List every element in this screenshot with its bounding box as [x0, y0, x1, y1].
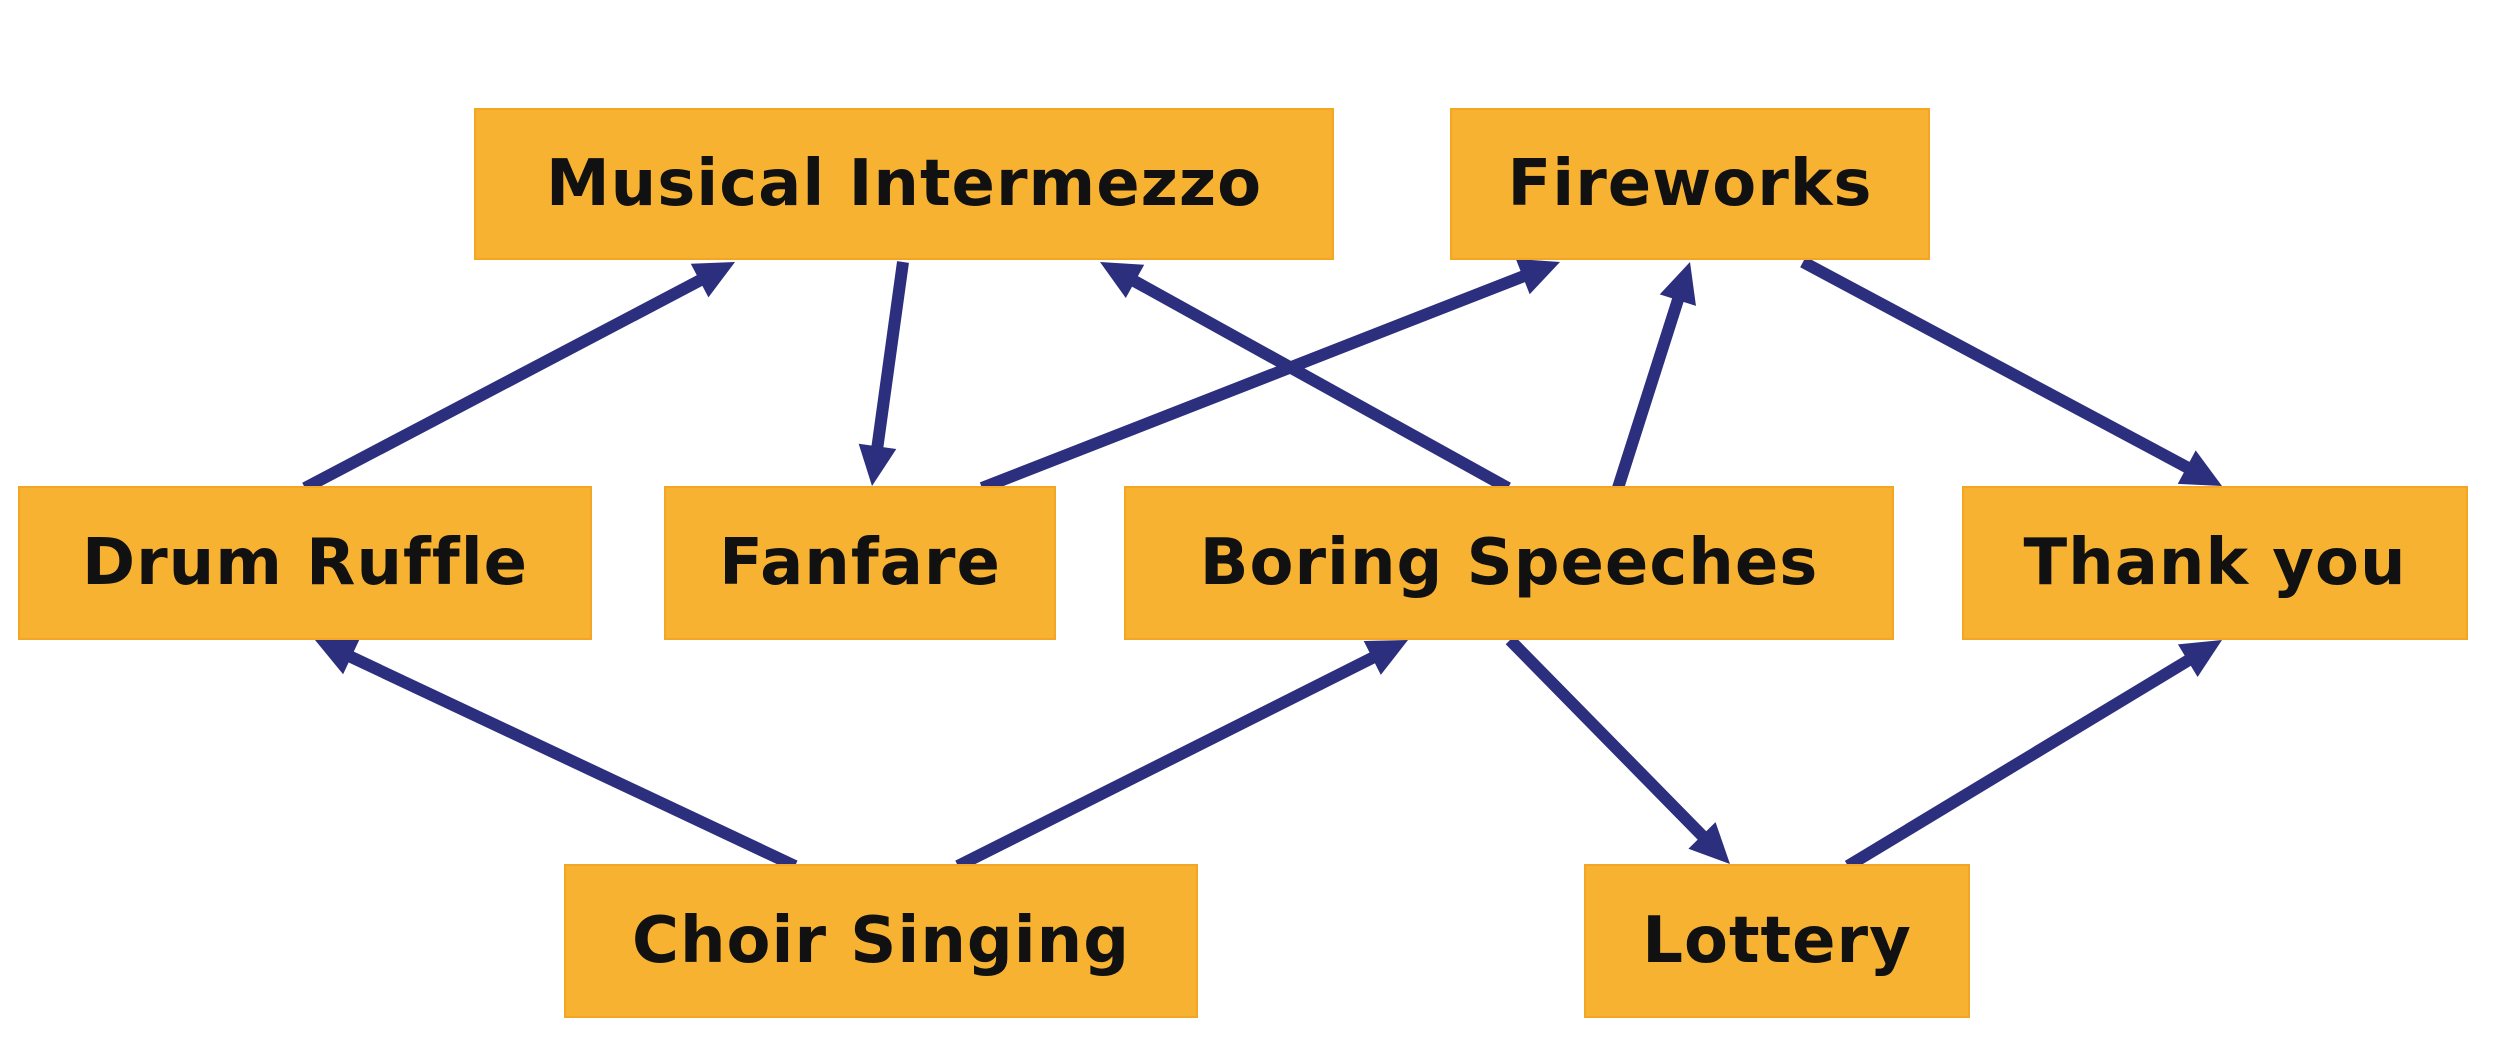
arrow-shaft	[955, 650, 1379, 872]
node-boring-speeches: Boring Speeches	[1124, 486, 1894, 640]
arrow-lottery-to-thank-you	[1844, 640, 2222, 872]
arrow-boring-speeches-to-lottery	[1505, 635, 1730, 864]
arrow-shaft	[302, 273, 706, 494]
arrow-head	[858, 443, 897, 486]
arrow-shaft	[1800, 256, 2194, 475]
arrow-shaft	[979, 269, 1529, 494]
arrow-choir-singing-to-boring-speeches	[955, 640, 1408, 872]
arrow-head	[315, 639, 360, 675]
node-thank-you: Thank you	[1962, 486, 2468, 640]
node-choir-singing: Choir Singing	[564, 864, 1198, 1018]
arrow-shaft	[1612, 294, 1685, 490]
arrow-musical-intermezzo-to-fanfare	[858, 261, 909, 486]
arrow-head	[1688, 822, 1730, 864]
arrow-drum-ruffle-to-musical-intermezzo	[302, 262, 735, 494]
node-fanfare: Fanfare	[664, 486, 1056, 640]
arrow-head	[1515, 258, 1560, 295]
arrow-head	[1363, 640, 1408, 675]
arrow-shaft	[1128, 274, 1511, 494]
arrow-head	[1100, 262, 1145, 299]
node-drum-ruffle: Drum Ruffle	[18, 486, 592, 640]
arrow-head	[1659, 262, 1696, 306]
arrow-head	[2177, 450, 2222, 486]
node-fireworks: Fireworks	[1450, 108, 1930, 260]
arrow-choir-singing-to-drum-ruffle	[315, 639, 798, 872]
arrow-boring-speeches-to-musical-intermezzo	[1100, 262, 1511, 494]
node-musical-intermezzo: Musical Intermezzo	[474, 108, 1334, 260]
arrow-head	[690, 262, 735, 298]
arrow-shaft	[870, 261, 909, 452]
arrow-head	[2177, 640, 2222, 677]
arrow-fireworks-to-thank-you	[1800, 256, 2222, 486]
arrow-shaft	[1844, 653, 2195, 872]
arrow-shaft	[1505, 635, 1710, 843]
arrow-shaft	[345, 649, 798, 872]
node-lottery: Lottery	[1584, 864, 1970, 1018]
arrow-fanfare-to-fireworks	[979, 258, 1560, 494]
arrow-boring-speeches-to-fireworks	[1612, 262, 1696, 490]
